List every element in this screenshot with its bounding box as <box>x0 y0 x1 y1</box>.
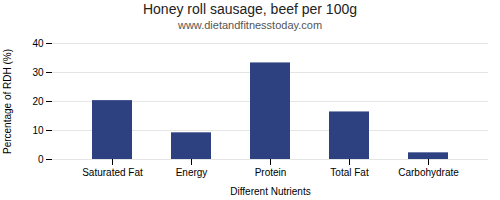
html-text:www.dietandfitnesstoday.com: www.dietandfitnesstoday.com <box>178 19 322 31</box>
svg-text:Saturated Fat: Saturated Fat <box>82 167 143 178</box>
svg-text:30: 30 <box>32 67 44 78</box>
html-text:Honey roll sausage, beef per 1: Honey roll sausage, beef per 100g <box>143 1 357 17</box>
svg-text:Different Nutrients: Different Nutrients <box>230 186 310 197</box>
svg-text:Energy: Energy <box>176 167 208 178</box>
svg-text:10: 10 <box>32 125 44 136</box>
svg-text:Percentage of RDH (%): Percentage of RDH (%) <box>2 49 13 154</box>
svg-text:40: 40 <box>32 38 44 49</box>
svg-text:20: 20 <box>32 96 44 107</box>
svg-text:0: 0 <box>38 154 44 165</box>
svg-text:Total Fat: Total Fat <box>330 167 369 178</box>
svg-text:Carbohydrate: Carbohydrate <box>398 167 459 178</box>
svg-text:Protein: Protein <box>255 167 287 178</box>
